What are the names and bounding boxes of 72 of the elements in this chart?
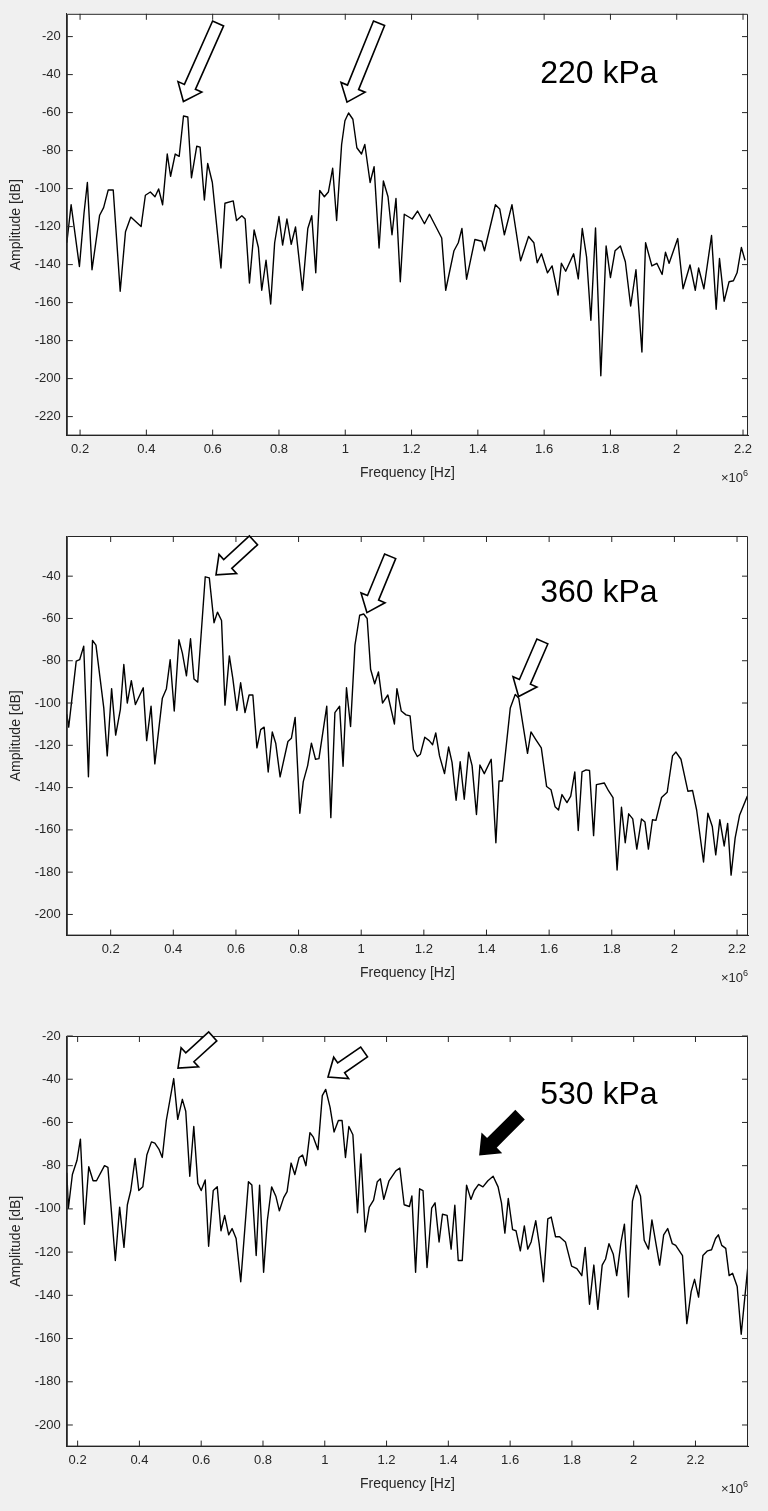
y-tick-label: -200 <box>34 370 61 386</box>
x-tick-label: 0.2 <box>68 1451 87 1467</box>
x-tick-label: 2 <box>670 940 679 956</box>
x-tick-label: 2 <box>630 1451 638 1467</box>
x-tick-label: 1 <box>357 940 365 956</box>
x-axis-title: Frequency [Hz] <box>359 964 455 981</box>
y-tick-label: -120 <box>34 218 61 234</box>
y-axis-title: Amplitude [dB] <box>7 1195 24 1287</box>
x-tick-label: 1.8 <box>562 1451 581 1467</box>
y-tick-label: -40 <box>42 1070 61 1086</box>
x-tick-label: 1.4 <box>468 440 487 456</box>
x-tick-label: 0.8 <box>269 440 288 456</box>
y-tick-label: -100 <box>34 694 61 710</box>
y-tick-label: -80 <box>42 142 61 158</box>
annotation: 360 kPa <box>540 572 658 609</box>
x-axis-title: Frequency [Hz] <box>359 1475 455 1492</box>
x-tick-label: 0.6 <box>192 1451 211 1467</box>
y-tick-label: -60 <box>42 610 61 626</box>
y-tick-label: -220 <box>34 408 61 424</box>
x-tick-label: 0.4 <box>164 940 183 956</box>
x-tick-label: 1.4 <box>439 1451 458 1467</box>
x-tick-label: 1.6 <box>540 940 559 956</box>
y-tick-label: -20 <box>42 28 61 44</box>
x-tick-label: 1.2 <box>402 440 421 456</box>
y-tick-label: -140 <box>34 1286 61 1302</box>
y-tick-label: -100 <box>34 180 61 196</box>
y-tick-label: -80 <box>42 1157 61 1173</box>
y-tick-label: -20 <box>42 1027 61 1043</box>
x-tick-label: 0.4 <box>130 1451 149 1467</box>
x-tick-label: 2 <box>673 440 681 456</box>
x-tick-label: 1.6 <box>535 440 554 456</box>
y-tick-label: -120 <box>34 1243 61 1259</box>
y-tick-label: -160 <box>34 821 61 837</box>
y-axis-title: Amplitude [dB] <box>7 690 24 782</box>
y-tick-label: -160 <box>34 1330 61 1346</box>
x-tick-label: 0.2 <box>71 440 90 456</box>
x-tick-label: 0.6 <box>203 440 222 456</box>
y-tick-label: -160 <box>34 294 61 310</box>
y-tick-label: -140 <box>34 256 61 272</box>
y-tick-label: -200 <box>34 1416 61 1432</box>
y-tick-label: -120 <box>34 736 61 752</box>
x-tick-label: 0.2 <box>101 940 120 956</box>
x-tick-label: 2.2 <box>686 1451 705 1467</box>
x-axis-title: Frequency [Hz] <box>359 464 455 481</box>
x-tick-label: 1.2 <box>377 1451 396 1467</box>
y-axis-title: Amplitude [dB] <box>7 179 24 271</box>
y-tick-label: -180 <box>34 332 61 348</box>
x-tick-label: 2.2 <box>728 940 747 956</box>
x-tick-label: 1.8 <box>601 440 620 456</box>
x-tick-label: 0.4 <box>137 440 156 456</box>
y-tick-label: -40 <box>42 66 61 82</box>
x-tick-label: 0.6 <box>226 940 245 956</box>
y-tick-label: -100 <box>34 1200 61 1216</box>
x-tick-label: 1 <box>321 1451 329 1467</box>
y-tick-label: -60 <box>42 1114 61 1130</box>
y-tick-label: -140 <box>34 779 61 795</box>
x-tick-label: 0.8 <box>253 1451 273 1467</box>
y-tick-label: -60 <box>42 104 61 120</box>
x-tick-label: 1.2 <box>414 940 433 956</box>
x-tick-label: 1.6 <box>501 1451 520 1467</box>
y-tick-label: -180 <box>34 1373 61 1389</box>
x-tick-label: 0.8 <box>289 940 308 956</box>
y-tick-label: -200 <box>34 906 61 922</box>
annotation: 220 kPa <box>540 54 658 91</box>
x-tick-label: 1.8 <box>602 940 621 956</box>
y-tick-label: -180 <box>34 863 61 879</box>
y-tick-label: -80 <box>42 652 61 668</box>
x-tick-label: 1.4 <box>477 940 496 956</box>
annotation: 530 kPa <box>540 1074 658 1111</box>
x-tick-label: 1 <box>341 440 349 456</box>
y-tick-label: -40 <box>42 567 61 583</box>
x-tick-label: 2.2 <box>733 440 753 456</box>
